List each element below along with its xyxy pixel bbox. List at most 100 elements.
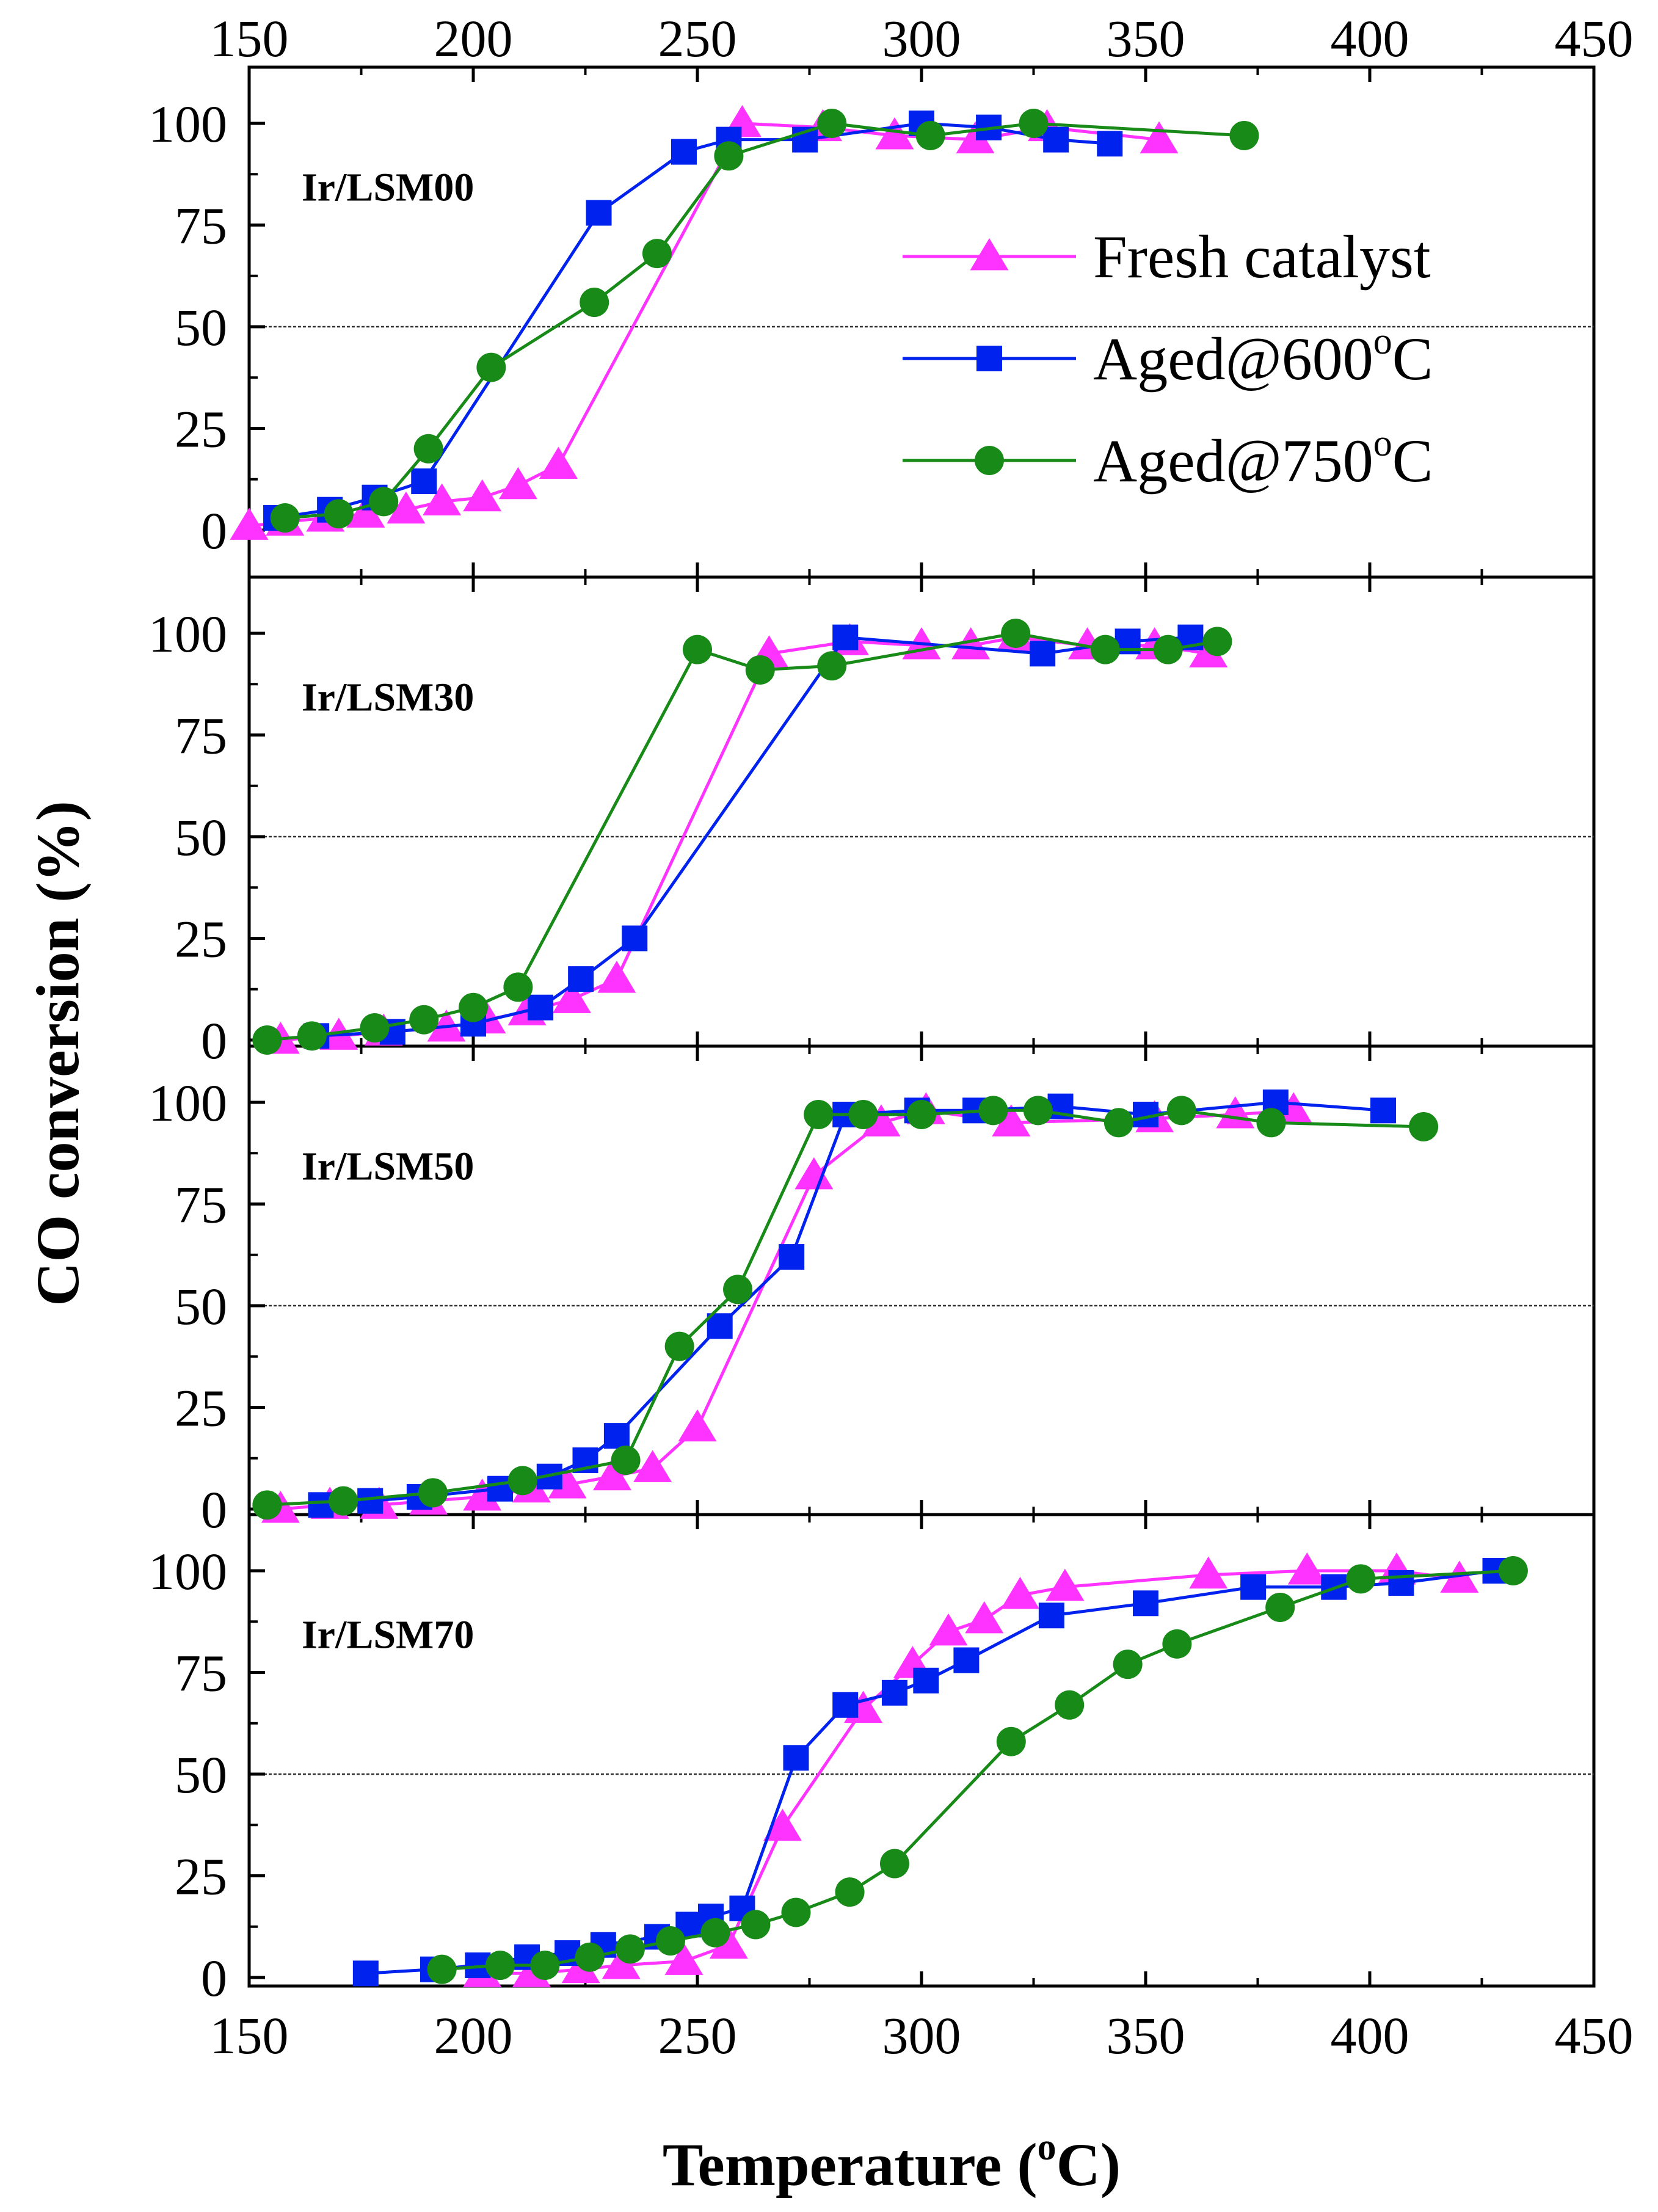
- data-point-fresh: [1140, 121, 1179, 154]
- y-tick-label: 100: [148, 1074, 227, 1132]
- data-point-aged750: [580, 288, 609, 318]
- series-line-aged600: [321, 1101, 1384, 1507]
- data-point-fresh: [1045, 1568, 1085, 1601]
- x-tick-label-bottom: 400: [1331, 2006, 1409, 2065]
- data-point-fresh: [230, 508, 269, 540]
- data-point-aged750: [427, 1954, 457, 1984]
- reference-lines: [249, 326, 1594, 1775]
- data-point-aged750: [1055, 1690, 1085, 1720]
- data-point-aged750: [907, 1099, 936, 1129]
- y-tick-label: 50: [175, 1277, 227, 1336]
- data-point-fresh: [593, 1458, 632, 1491]
- data-point-aged750: [835, 1877, 865, 1907]
- data-point-aged750: [369, 487, 399, 517]
- legend-entry-aged600: Aged@600oC: [903, 321, 1433, 393]
- panel-label: Ir/LSM70: [302, 1613, 474, 1657]
- y-tick-label: 75: [175, 707, 227, 765]
- data-point-fresh: [678, 1409, 717, 1442]
- data-point-aged600: [881, 1679, 907, 1706]
- y-tick-label: 50: [175, 808, 227, 867]
- data-point-aged750: [476, 352, 506, 382]
- x-tick-label-bottom: 150: [210, 2006, 289, 2065]
- x-axis-title: Temperature (oC): [663, 2127, 1121, 2199]
- data-point-aged750: [804, 1099, 834, 1129]
- x-tick-label-top: 200: [434, 9, 513, 68]
- data-point-aged750: [1162, 1629, 1192, 1659]
- data-point-fresh: [862, 1104, 901, 1137]
- x-tick-label-top: 250: [658, 9, 737, 68]
- data-point-fresh: [956, 121, 995, 154]
- tick-labels: 0255075100025507510002550751000255075100…: [148, 9, 1634, 2065]
- data-point-aged600: [352, 1960, 379, 1987]
- data-point-aged600: [1370, 1097, 1397, 1124]
- data-point-aged750: [848, 1099, 878, 1129]
- data-point-aged750: [879, 1849, 909, 1879]
- x-tick-label-top: 300: [882, 9, 961, 68]
- data-point-aged750: [1202, 627, 1232, 657]
- x-tick-label-top: 350: [1107, 9, 1185, 68]
- x-tick-label-top: 450: [1555, 9, 1634, 68]
- y-tick-label: 50: [175, 1745, 227, 1804]
- data-point-aged750: [817, 651, 847, 681]
- data-point-aged750: [915, 120, 945, 150]
- series-aged750: [427, 1556, 1528, 1984]
- x-tick-label-bottom: 300: [882, 2006, 961, 2065]
- data-point-aged750: [1001, 619, 1031, 648]
- legend-marker-aged600: [976, 346, 1002, 371]
- data-point-fresh: [1000, 1576, 1039, 1609]
- x-tick-label-top: 400: [1331, 9, 1409, 68]
- data-point-aged600: [1388, 1570, 1414, 1596]
- data-point-aged600: [411, 468, 437, 495]
- panel-label: Ir/LSM50: [302, 1144, 474, 1189]
- legend: Fresh catalyst Aged@600oC Aged@750oC: [903, 223, 1433, 495]
- legend-entry-aged750: Aged@750oC: [903, 423, 1433, 495]
- y-tick-label: 0: [201, 1949, 227, 2007]
- data-point-aged750: [1113, 1650, 1143, 1679]
- data-point-fresh: [548, 1466, 587, 1499]
- data-point-fresh: [929, 1613, 968, 1646]
- data-point-aged600: [913, 1667, 939, 1694]
- data-point-aged750: [1166, 1096, 1196, 1126]
- axis-ticks: [247, 67, 1596, 1986]
- data-point-aged750: [611, 1446, 641, 1475]
- data-point-aged750: [1409, 1111, 1439, 1141]
- data-point-aged600: [1240, 1574, 1267, 1600]
- data-point-aged600: [1133, 1590, 1158, 1617]
- data-point-aged750: [1104, 1108, 1133, 1138]
- data-point-fresh: [423, 483, 462, 515]
- data-point-aged750: [1090, 635, 1120, 664]
- x-tick-label-bottom: 200: [434, 2006, 513, 2065]
- data-point-aged600: [622, 925, 648, 951]
- data-point-aged600: [707, 1313, 733, 1339]
- data-point-fresh: [463, 1479, 502, 1511]
- data-point-fresh: [763, 1808, 802, 1841]
- data-point-aged750: [723, 1275, 753, 1304]
- y-tick-label: 0: [201, 501, 227, 560]
- y-tick-label: 25: [175, 910, 227, 969]
- x-tick-label-bottom: 450: [1555, 2006, 1634, 2065]
- panel-label: Ir/LSM00: [302, 166, 474, 210]
- data-point-aged750: [1256, 1108, 1286, 1138]
- data-point-aged750: [324, 499, 354, 529]
- data-point-aged750: [329, 1486, 358, 1516]
- y-tick-label: 25: [175, 1847, 227, 1906]
- data-series: [230, 105, 1528, 1987]
- legend-entry-fresh: Fresh catalyst: [903, 223, 1431, 291]
- data-point-aged750: [297, 1021, 327, 1051]
- legend-label-aged750: Aged@750oC: [1093, 423, 1433, 495]
- data-point-aged750: [745, 655, 775, 685]
- y-axis-title: CO conversion (%): [24, 801, 92, 1306]
- y-tick-label: 75: [175, 197, 227, 255]
- data-point-fresh: [552, 981, 591, 1013]
- y-tick-label: 0: [201, 1480, 227, 1539]
- series-aged600: [352, 1558, 1508, 1987]
- data-point-fresh: [387, 491, 426, 524]
- data-point-aged750: [1229, 120, 1259, 150]
- data-point-aged750: [817, 109, 847, 138]
- data-point-fresh: [1287, 1552, 1326, 1585]
- data-point-fresh: [463, 479, 502, 512]
- data-point-fresh: [875, 117, 914, 150]
- legend-marker-fresh: [970, 238, 1009, 271]
- data-point-fresh: [1189, 1556, 1228, 1589]
